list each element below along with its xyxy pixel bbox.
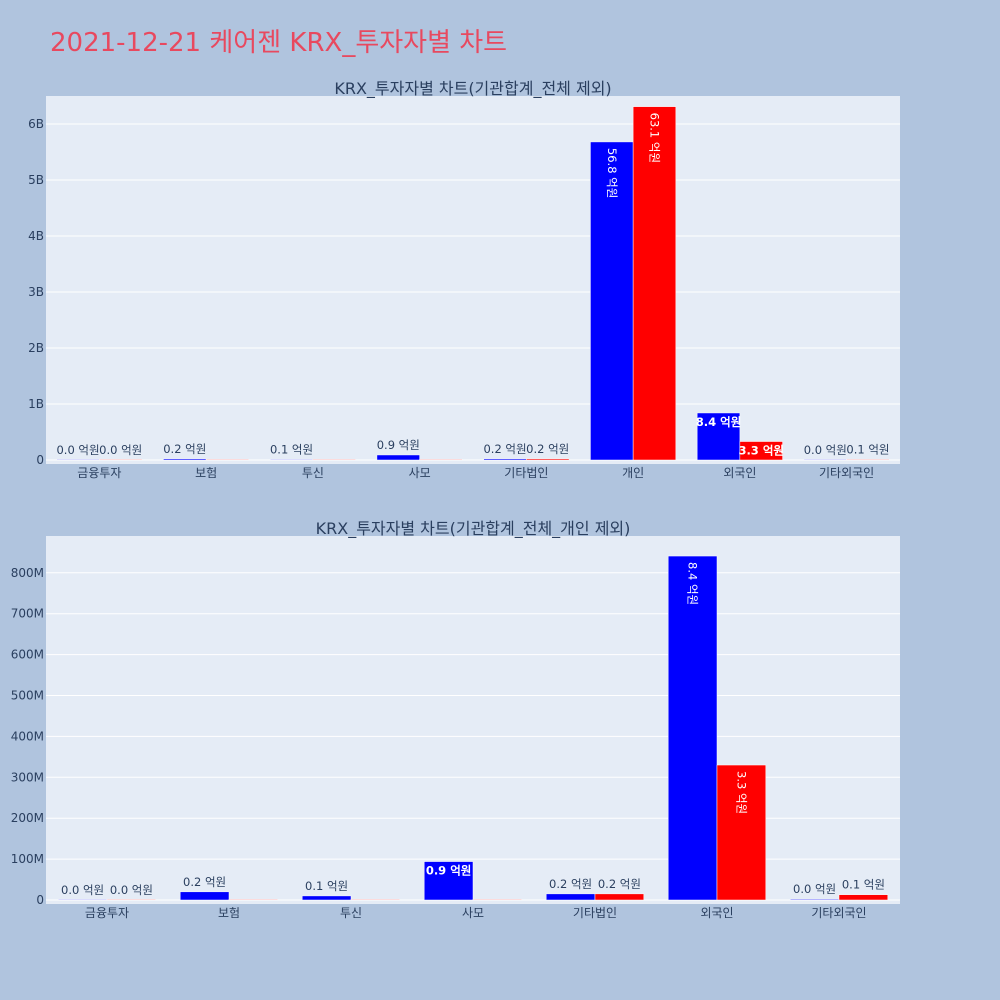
bar-label: 0.1 억원	[270, 442, 313, 456]
bar	[483, 458, 527, 461]
bar	[803, 459, 847, 461]
x-tick-label: 기타법인	[573, 906, 617, 920]
y-tick-label: 800M	[11, 566, 44, 580]
y-tick-label: 4B	[28, 229, 44, 243]
bar	[179, 891, 230, 901]
x-tick-label: 개인	[622, 466, 644, 480]
x-tick-label: 보험	[218, 906, 240, 920]
y-tick-label: 300M	[11, 770, 44, 784]
bar	[667, 555, 718, 901]
page-title: 2021-12-21 케어젠 KRX_투자자별 차트	[50, 28, 508, 58]
bar	[632, 106, 677, 461]
bar-label: 0.0 억원	[61, 883, 104, 897]
y-tick-label: 200M	[11, 811, 44, 825]
bar	[716, 764, 767, 901]
plot-area	[46, 96, 900, 464]
bar-label: 56.8 억원	[605, 148, 619, 198]
bar-label: 0.0 억원	[804, 443, 847, 457]
bar	[590, 141, 634, 461]
bar	[838, 894, 889, 901]
bar-label: 0.9 억원	[377, 438, 420, 452]
bar	[526, 458, 570, 461]
y-tick-label: 500M	[11, 689, 44, 703]
bar	[472, 899, 523, 901]
x-tick-label: 외국인	[700, 906, 733, 920]
bar	[228, 899, 279, 901]
bar	[423, 861, 474, 901]
bar	[301, 895, 352, 901]
y-tick-label: 3B	[28, 285, 44, 299]
bar-label: 8.4 억원	[696, 415, 742, 429]
y-tick-label: 600M	[11, 648, 44, 662]
bar	[312, 459, 356, 461]
bar	[739, 441, 783, 461]
bar	[106, 899, 157, 901]
bar	[789, 898, 840, 901]
x-tick-label: 기타외국인	[819, 466, 874, 480]
y-tick-label: 6B	[28, 117, 44, 131]
bar-label: 0.0 억원	[99, 443, 142, 457]
bar	[163, 458, 207, 461]
y-tick-label: 2B	[28, 341, 44, 355]
chart-title: KRX_투자자별 차트(기관합계_전체_개인 제외)	[316, 519, 631, 539]
y-tick-label: 700M	[11, 607, 44, 621]
x-tick-label: 기타외국인	[811, 906, 866, 920]
x-tick-label: 사모	[409, 466, 431, 480]
bar	[56, 459, 100, 461]
chart-title: KRX_투자자별 차트(기관합계_전체 제외)	[334, 79, 611, 99]
bar-label: 0.0 억원	[793, 882, 836, 896]
x-tick-label: 기타법인	[504, 466, 548, 480]
bar-label: 0.2 억원	[526, 442, 569, 456]
plot-area	[46, 536, 900, 904]
bar	[205, 459, 250, 461]
bar	[846, 459, 890, 461]
bar-label: 0.2 억원	[549, 877, 592, 891]
bar-label: 3.3 억원	[738, 444, 784, 458]
bar-label: 0.1 억원	[305, 879, 348, 893]
bar-label: 3.3 억원	[734, 771, 748, 814]
bar-label: 0.1 억원	[846, 442, 889, 456]
bar-label: 63.1 억원	[647, 113, 661, 163]
x-tick-label: 금융투자	[85, 906, 129, 920]
bar	[696, 412, 741, 461]
bar-label: 0.2 억원	[183, 875, 226, 889]
bar-label: 0.1 억원	[842, 878, 885, 892]
x-tick-label: 투신	[340, 906, 362, 920]
y-tick-label: 5B	[28, 173, 44, 187]
bar-label: 0.2 억원	[163, 442, 206, 456]
x-tick-label: 외국인	[723, 466, 756, 480]
y-tick-label: 0	[36, 893, 44, 907]
bar	[419, 459, 463, 461]
bar	[269, 459, 314, 461]
bar	[99, 459, 143, 461]
bar-label: 0.2 억원	[598, 877, 641, 891]
bar	[376, 454, 420, 461]
x-tick-label: 사모	[462, 906, 484, 920]
y-tick-label: 400M	[11, 729, 44, 743]
bar-label: 0.0 억원	[110, 883, 153, 897]
bar-label: 0.0 억원	[56, 443, 99, 457]
bar-label: 0.9 억원	[426, 864, 472, 878]
y-tick-label: 1B	[28, 397, 44, 411]
y-tick-label: 0	[36, 453, 44, 467]
bar-label: 8.4 억원	[686, 562, 700, 605]
bar-label: 0.2 억원	[483, 442, 526, 456]
x-tick-label: 보험	[195, 466, 217, 480]
bar	[545, 893, 596, 901]
bar	[57, 899, 108, 901]
x-tick-label: 금융투자	[77, 466, 121, 480]
bar	[350, 899, 401, 901]
bar	[594, 893, 645, 901]
x-tick-label: 투신	[302, 466, 324, 480]
y-tick-label: 100M	[11, 852, 44, 866]
